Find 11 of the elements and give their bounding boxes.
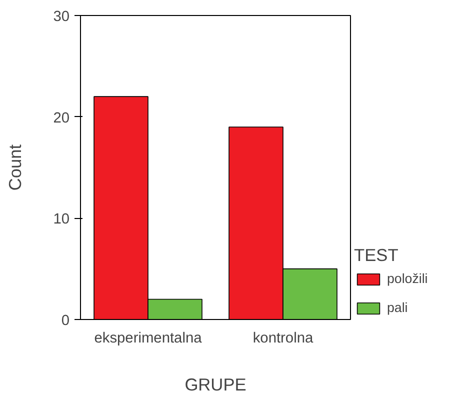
y-tick-label: 30 [53, 9, 70, 25]
y-tick-label: 10 [53, 212, 70, 228]
y-tick-label: 20 [53, 110, 70, 126]
y-tick-label: 0 [61, 313, 70, 329]
y-axis-title: Count [5, 144, 26, 191]
x-tick-label: kontrolna [252, 330, 314, 346]
legend-title: TEST [354, 245, 400, 266]
x-tick-label: eksperimentalna [94, 330, 203, 346]
legend-label: položili [387, 271, 428, 286]
x-axis-title: GRUPE [184, 374, 246, 394]
legend-label: pali [387, 300, 408, 315]
